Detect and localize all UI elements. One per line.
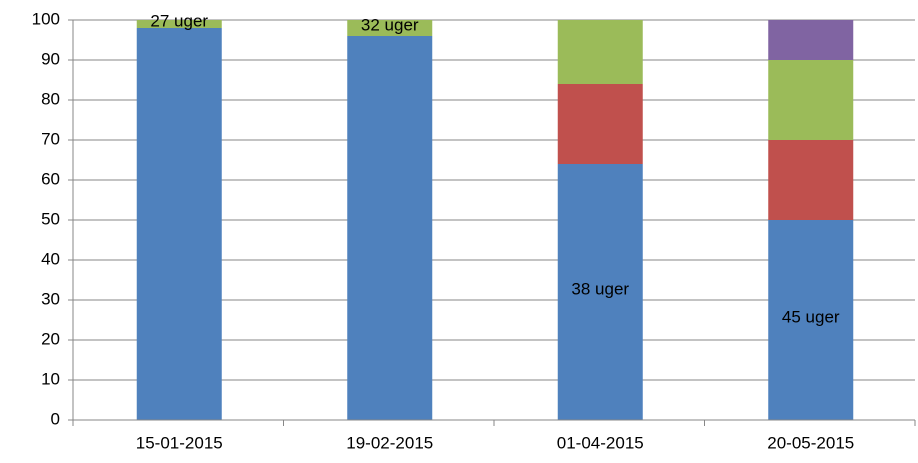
bar-segment	[768, 60, 854, 140]
bar-segment	[136, 20, 222, 28]
x-tick-label: 01-04-2015	[557, 433, 644, 452]
bar-segment	[136, 28, 222, 420]
y-tick-label: 50	[41, 209, 60, 228]
y-tick-label: 70	[41, 129, 60, 148]
bar-label: 32 uger	[361, 15, 419, 34]
y-tick-label: 0	[51, 409, 60, 428]
x-tick-label: 15-01-2015	[136, 433, 223, 452]
bar-label: 38 uger	[571, 279, 629, 298]
bar-segment	[347, 36, 433, 420]
bar-segment	[557, 20, 643, 84]
y-tick-label: 30	[41, 289, 60, 308]
bar-segment	[557, 164, 643, 420]
bar-label: 45 uger	[782, 307, 840, 326]
bar-segment	[557, 84, 643, 164]
y-tick-label: 20	[41, 329, 60, 348]
y-tick-label: 10	[41, 369, 60, 388]
x-tick-label: 20-05-2015	[767, 433, 854, 452]
bar-label: 27 uger	[150, 11, 208, 30]
bar-segment	[768, 140, 854, 220]
bar-segment	[768, 20, 854, 60]
y-tick-label: 80	[41, 89, 60, 108]
y-tick-label: 60	[41, 169, 60, 188]
y-tick-label: 40	[41, 249, 60, 268]
bar-segment	[347, 20, 433, 36]
y-tick-label: 90	[41, 49, 60, 68]
x-tick-label: 19-02-2015	[346, 433, 433, 452]
y-tick-label: 100	[32, 9, 60, 28]
bar-segment	[768, 220, 854, 420]
